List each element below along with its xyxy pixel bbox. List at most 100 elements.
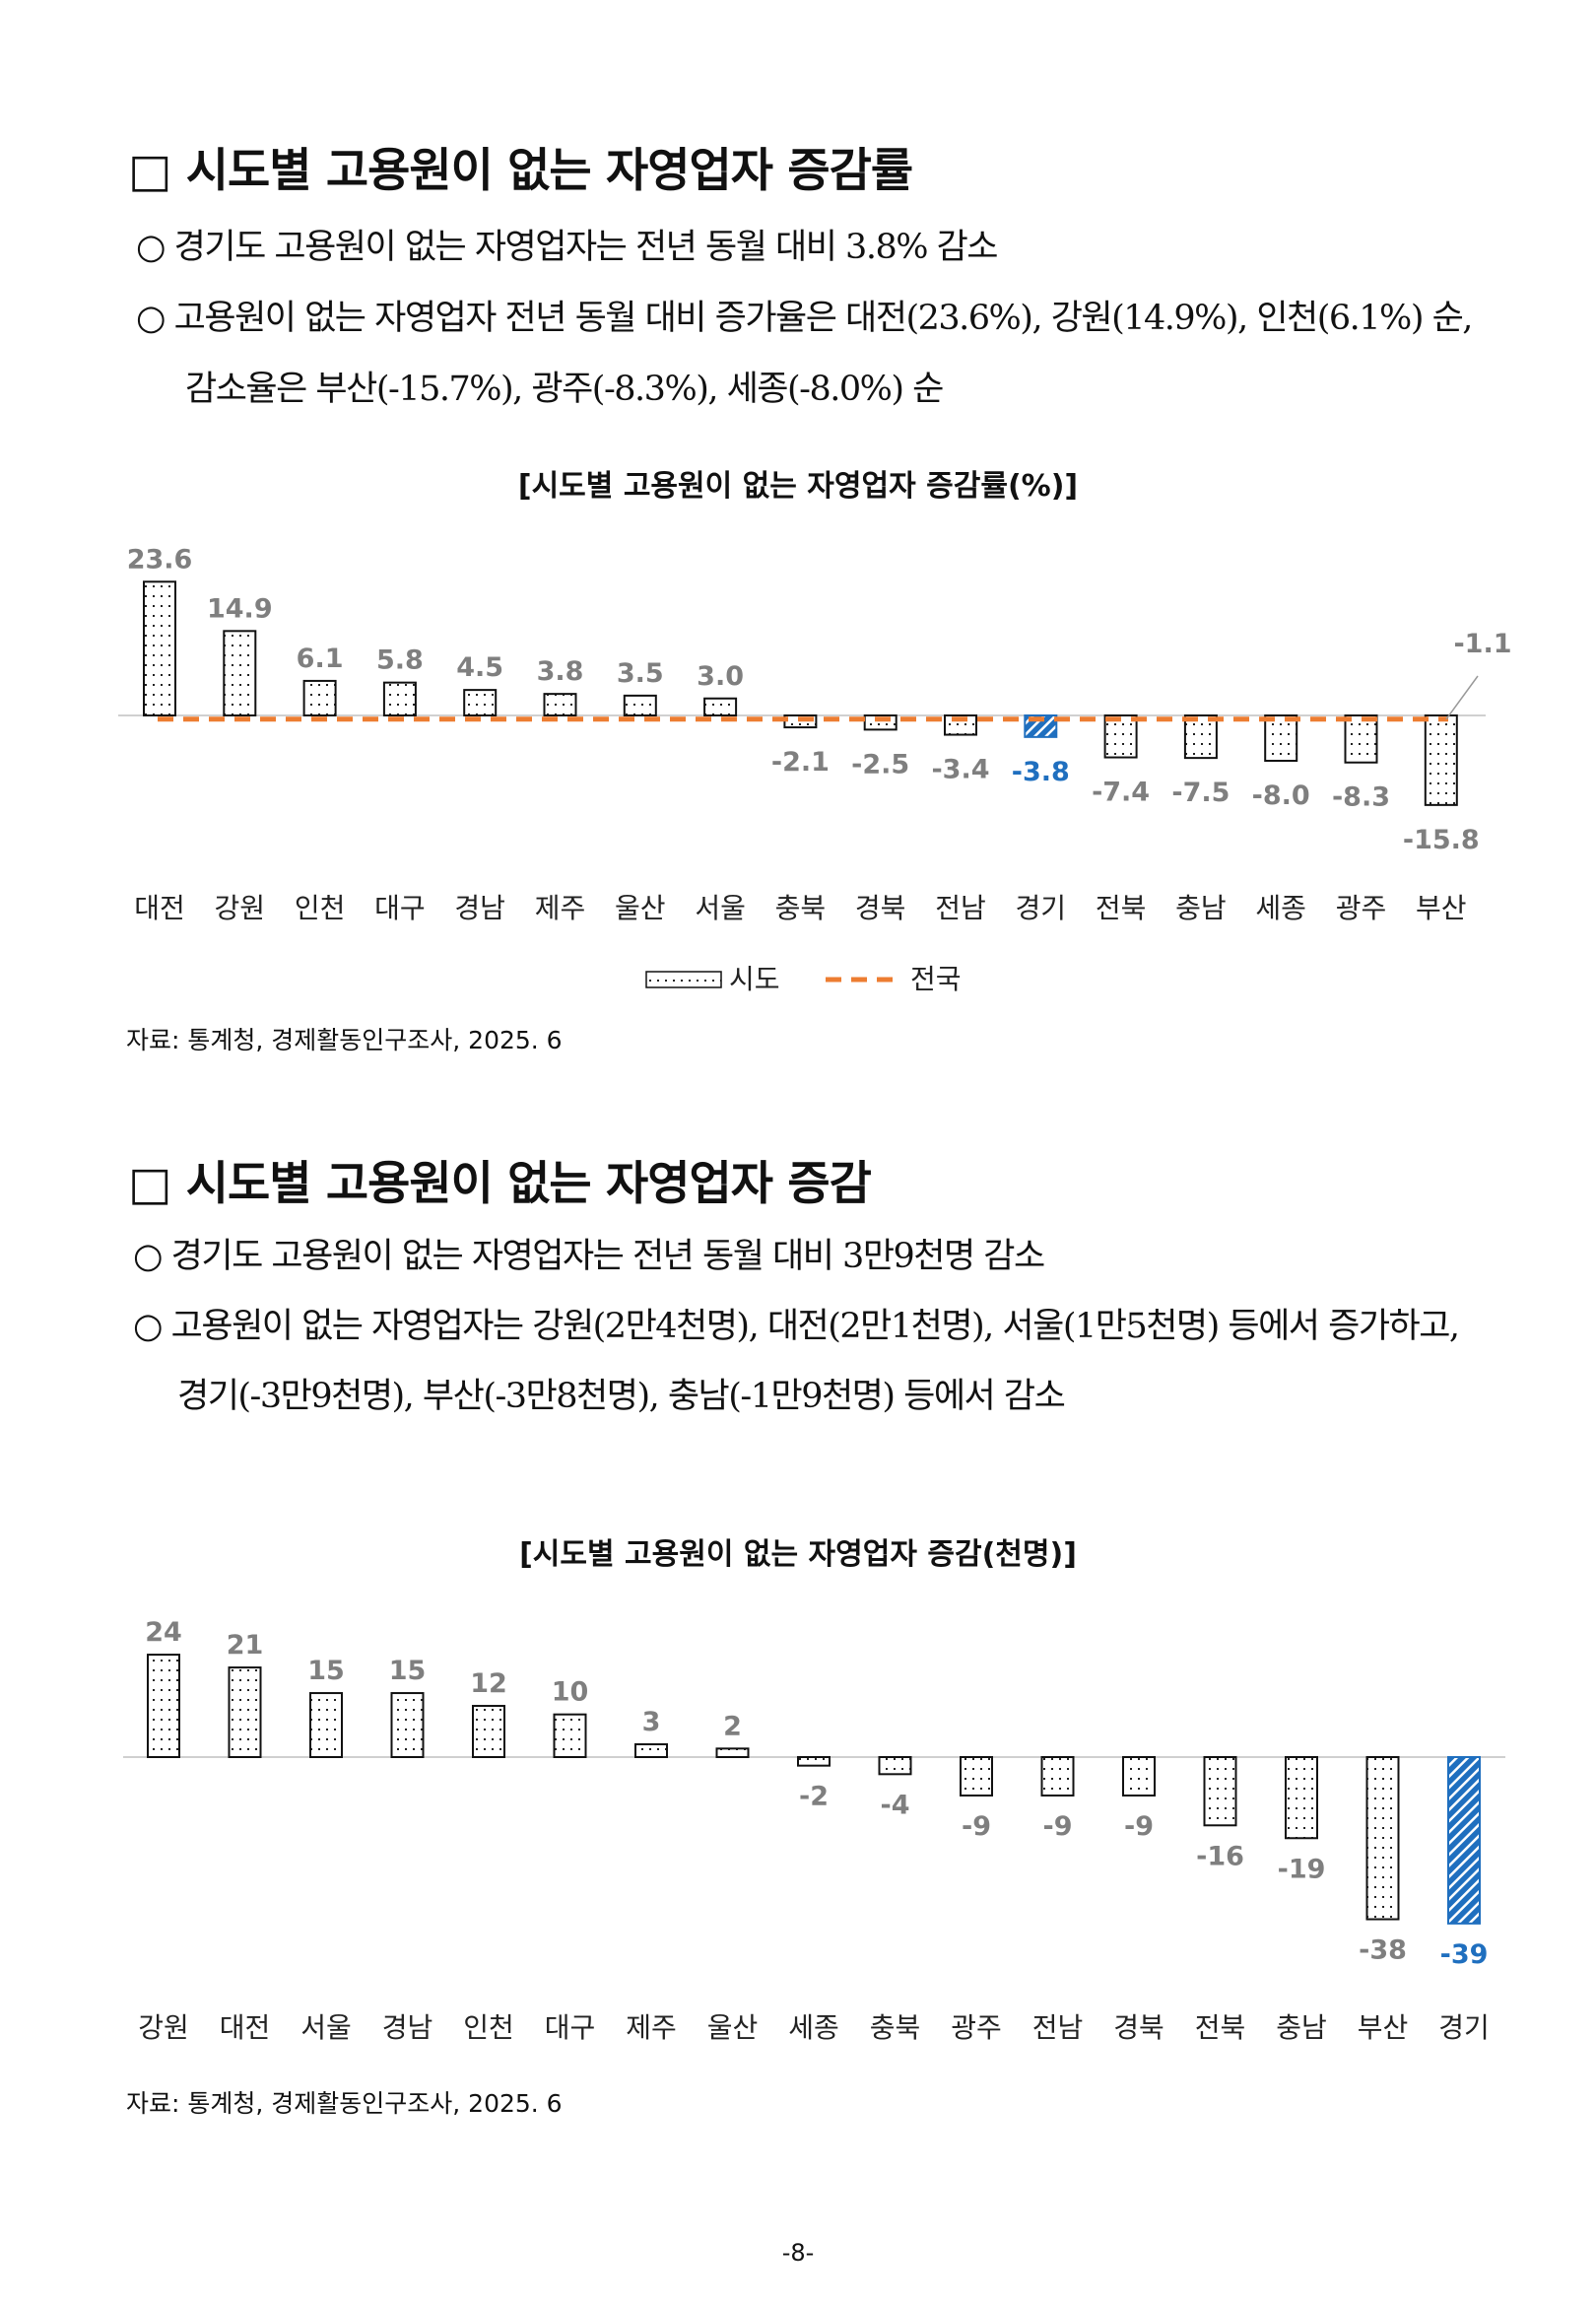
bar-제주 — [543, 693, 577, 716]
bar-서울 — [703, 697, 738, 716]
data-label: 15 — [307, 1656, 345, 1686]
category-label: 울산 — [615, 892, 666, 924]
bar-대구 — [382, 681, 417, 716]
data-label: -39 — [1440, 1939, 1489, 1970]
bar-전남 — [1040, 1756, 1075, 1797]
data-label: -15.8 — [1403, 825, 1480, 855]
category-label: 세종 — [1255, 892, 1306, 924]
category-label: 대전 — [220, 2011, 271, 2044]
bar-충북 — [878, 1756, 912, 1776]
data-label: -2 — [799, 1782, 829, 1812]
category-label: 강원 — [138, 2011, 189, 2044]
category-label: 경북 — [1113, 2011, 1164, 2044]
category-label: 충남 — [1276, 2011, 1327, 2044]
category-label: 충남 — [1175, 892, 1227, 924]
bar-세종 — [1264, 714, 1298, 762]
legend-label-province: 시도 — [729, 963, 780, 995]
bar-대구 — [553, 1713, 587, 1758]
category-label: 경기 — [1016, 892, 1067, 924]
category-label: 세종 — [788, 2011, 839, 2044]
data-label: -8.0 — [1252, 780, 1310, 811]
category-label: 광주 — [951, 2011, 1002, 2044]
data-label: -2.5 — [851, 749, 909, 780]
data-label: 24 — [145, 1617, 182, 1648]
category-label: 대전 — [134, 892, 185, 924]
bar-강원 — [223, 630, 257, 716]
data-label: -9 — [1043, 1811, 1073, 1842]
data-label: 5.8 — [376, 645, 424, 676]
data-label: -3.8 — [1012, 757, 1070, 787]
bar-제주 — [634, 1743, 668, 1758]
bar-광주 — [960, 1756, 993, 1797]
data-label: -4 — [881, 1790, 910, 1820]
category-label: 충북 — [775, 892, 827, 924]
data-label: -16 — [1196, 1841, 1244, 1871]
bar-강원 — [147, 1654, 180, 1758]
category-label: 광주 — [1336, 892, 1387, 924]
bar-경북 — [1122, 1756, 1156, 1797]
data-label: -7.5 — [1171, 778, 1230, 808]
category-label: 대구 — [374, 892, 426, 924]
section2-bullet-2: ○ 고용원이 없는 자영업자는 강원(2만4천명), 대전(2만1천명), 서울… — [133, 1307, 1460, 1346]
bar-대전 — [228, 1666, 262, 1758]
category-label: 대구 — [545, 2011, 596, 2044]
section2-source: 자료: 통계청, 경제활동인구조사, 2025. 6 — [126, 2089, 563, 2118]
section1-bullet-2: ○ 고용원이 없는 자영업자 전년 동월 대비 증가율은 대전(23.6%), … — [136, 299, 1473, 338]
category-label: 충북 — [870, 2011, 921, 2044]
data-label: 10 — [552, 1677, 589, 1708]
bar-울산 — [623, 694, 657, 716]
bar-충남 — [1285, 1756, 1318, 1840]
category-label: 경기 — [1438, 2011, 1490, 2044]
data-label: 3.8 — [537, 656, 584, 687]
category-label: 전남 — [1032, 2011, 1084, 2044]
bar-부산 — [1424, 714, 1458, 806]
chart2: 24 강원 21 대전 15 서울 15 경남 12 인천 10 대구 3 제주 2 울산 -2 세종 -4 충북 -9… — [123, 1617, 1505, 2044]
data-label: 21 — [227, 1630, 264, 1661]
bar-광주 — [1344, 714, 1378, 764]
bar-울산 — [715, 1747, 750, 1758]
category-label: 인천 — [295, 892, 346, 924]
data-label: 3.5 — [617, 658, 664, 689]
data-label: -9 — [962, 1811, 991, 1842]
data-label: -7.4 — [1092, 778, 1150, 808]
data-label: 3 — [642, 1707, 661, 1737]
bar-세종 — [797, 1756, 831, 1767]
bar-인천 — [302, 679, 337, 717]
section2-title: □ 시도별 고용원이 없는 자영업자 증감 — [128, 1157, 872, 1211]
section2-bullet-3: 경기(-3만9천명), 부산(-3만8천명), 충남(-1만9천명) 등에서 감… — [177, 1377, 1066, 1416]
legend-label-national: 전국 — [910, 963, 962, 995]
national-label: -1.1 — [1453, 629, 1511, 659]
chart1-title: [시도별 고용원이 없는 자영업자 증감률(%)] — [517, 469, 1079, 504]
data-label: 15 — [389, 1656, 427, 1686]
data-label: 23.6 — [127, 544, 193, 575]
bar-대전 — [143, 580, 176, 716]
section1-source: 자료: 통계청, 경제활동인구조사, 2025. 6 — [126, 1026, 563, 1054]
data-label: 12 — [470, 1668, 507, 1699]
bar-서울 — [309, 1692, 343, 1758]
category-label: 전북 — [1096, 892, 1147, 924]
bar-인천 — [472, 1705, 505, 1758]
data-label: -3.4 — [931, 755, 989, 785]
bar-전북 — [1103, 714, 1138, 759]
data-label: -8.3 — [1332, 782, 1390, 813]
category-label: 경북 — [855, 892, 906, 924]
national-leader-line — [1445, 675, 1479, 720]
bar-경남 — [390, 1692, 425, 1758]
data-label: 6.1 — [297, 644, 344, 674]
section2-bullet-1: ○ 경기도 고용원이 없는 자영업자는 전년 동월 대비 3만9천명 감소 — [133, 1237, 1045, 1276]
category-label: 경남 — [454, 892, 505, 924]
section1-bullet-1: ○ 경기도 고용원이 없는 자영업자는 전년 동월 대비 3.8% 감소 — [136, 228, 999, 267]
page-number: -8- — [781, 2239, 815, 2267]
bar-경기 — [1447, 1756, 1481, 1925]
section1-bullet-3: 감소율은 부산(-15.7%), 광주(-8.3%), 세종(-8.0%) 순 — [185, 370, 944, 409]
bar-충남 — [1183, 714, 1218, 760]
category-label: 부산 — [1416, 892, 1467, 924]
data-label: 2 — [723, 1711, 742, 1741]
legend-swatch-province — [645, 971, 722, 988]
chart1: 23.6 대전 14.9 강원 6.1 인천 5.8 대구 4.5 경남 3.8 제주 3.5 울산 3.0… — [118, 544, 1512, 995]
category-label: 서울 — [695, 892, 746, 924]
section1-title: □ 시도별 고용원이 없는 자영업자 증감률 — [128, 144, 913, 198]
category-label: 전남 — [935, 892, 986, 924]
category-label: 울산 — [707, 2011, 759, 2044]
category-label: 강원 — [215, 892, 266, 924]
